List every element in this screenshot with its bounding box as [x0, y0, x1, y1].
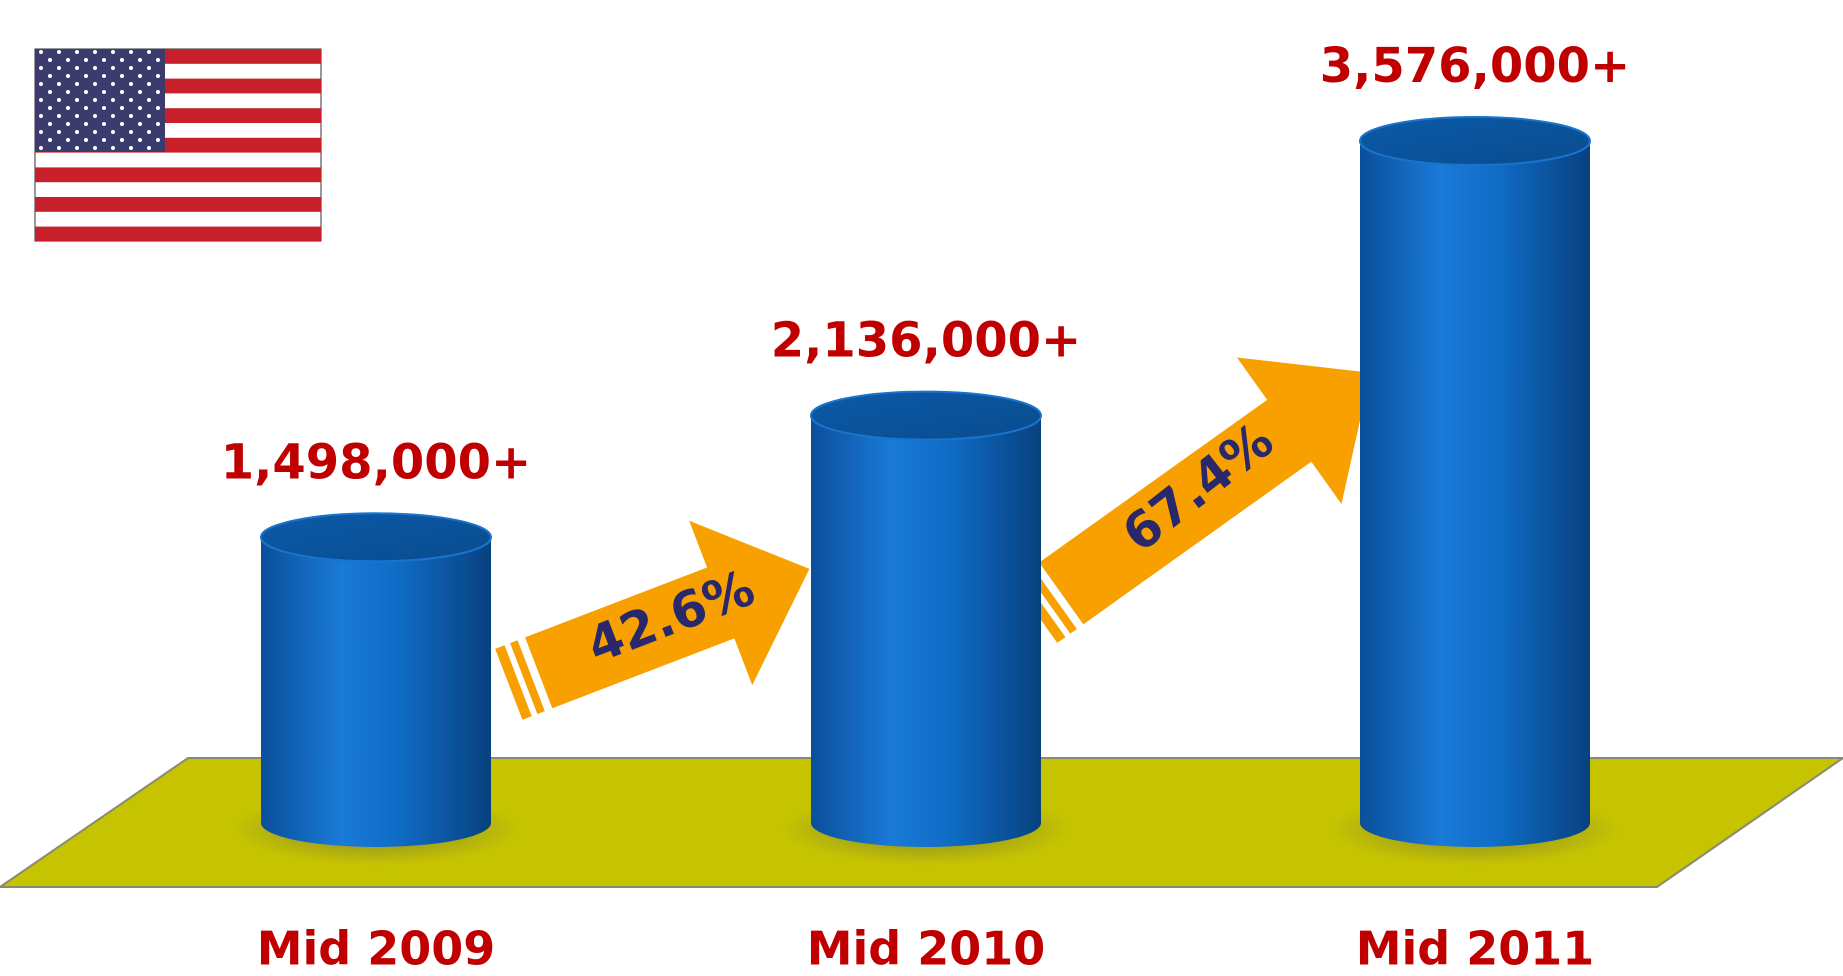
cylinder-top — [1359, 116, 1591, 166]
cylinder — [781, 390, 1071, 865]
cylinder-top — [260, 512, 492, 563]
us-flag — [34, 48, 322, 242]
cylinder-body — [261, 537, 491, 847]
cylinder — [1330, 116, 1620, 865]
value-label: 2,136,000+ — [771, 313, 1081, 369]
cylinder-body — [811, 415, 1041, 847]
cylinder — [231, 512, 521, 865]
cylinder-top — [810, 390, 1042, 441]
x-tick-label: Mid 2010 — [807, 922, 1046, 976]
growth-arrow — [495, 520, 810, 720]
x-tick-label: Mid 2011 — [1356, 922, 1595, 976]
value-label: 1,498,000+ — [221, 434, 531, 490]
x-tick-label: Mid 2009 — [257, 922, 496, 976]
cylinder-body — [1360, 141, 1590, 847]
value-label: 3,576,000+ — [1320, 38, 1630, 94]
